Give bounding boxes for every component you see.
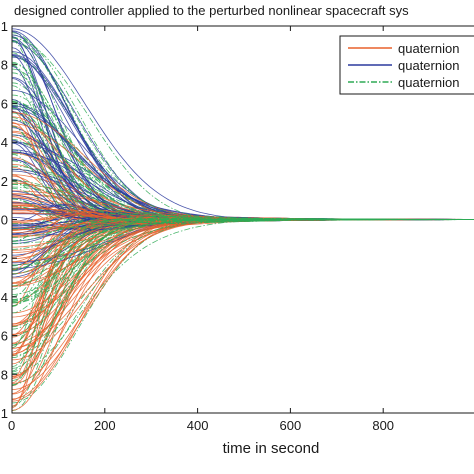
x-tick-label: 0: [8, 418, 15, 433]
legend: quaternion quaternion quaternion: [339, 35, 474, 95]
x-tick-label: 400: [187, 418, 209, 433]
y-tick-label: 4: [1, 135, 8, 150]
x-axis-ticks: 0 200 400 600 800: [8, 26, 394, 433]
y-tick-label: 4: [1, 290, 8, 305]
series-curves: [11, 28, 474, 412]
legend-label: quaternion: [398, 75, 459, 90]
legend-label: quaternion: [398, 58, 459, 73]
y-tick-label: 2: [1, 174, 8, 189]
series-line: [11, 215, 474, 346]
y-tick-label: 1: [1, 19, 8, 34]
x-tick-label: 600: [280, 418, 302, 433]
y-tick-label: 8: [1, 58, 8, 73]
series-line: [11, 218, 474, 275]
y-tick-label: 2: [1, 251, 8, 266]
x-axis-label: time in second: [223, 440, 320, 457]
series-3-lines: [11, 37, 474, 381]
y-tick-label: 8: [1, 367, 8, 382]
legend-label: quaternion: [398, 41, 459, 56]
x-tick-label: 800: [372, 418, 394, 433]
y-tick-label: 6: [1, 96, 8, 111]
series-line: [11, 198, 474, 222]
series-line: [11, 218, 474, 242]
y-tick-label: 0: [1, 213, 8, 228]
y-tick-label: 6: [1, 329, 8, 344]
y-tick-label: 1: [1, 406, 8, 421]
x-tick-label: 200: [94, 418, 116, 433]
y-axis-ticks: 1 8 6 4 2 0 2 4 6 8 1: [1, 19, 17, 421]
chart-title: designed controller applied to the pertu…: [14, 3, 409, 18]
